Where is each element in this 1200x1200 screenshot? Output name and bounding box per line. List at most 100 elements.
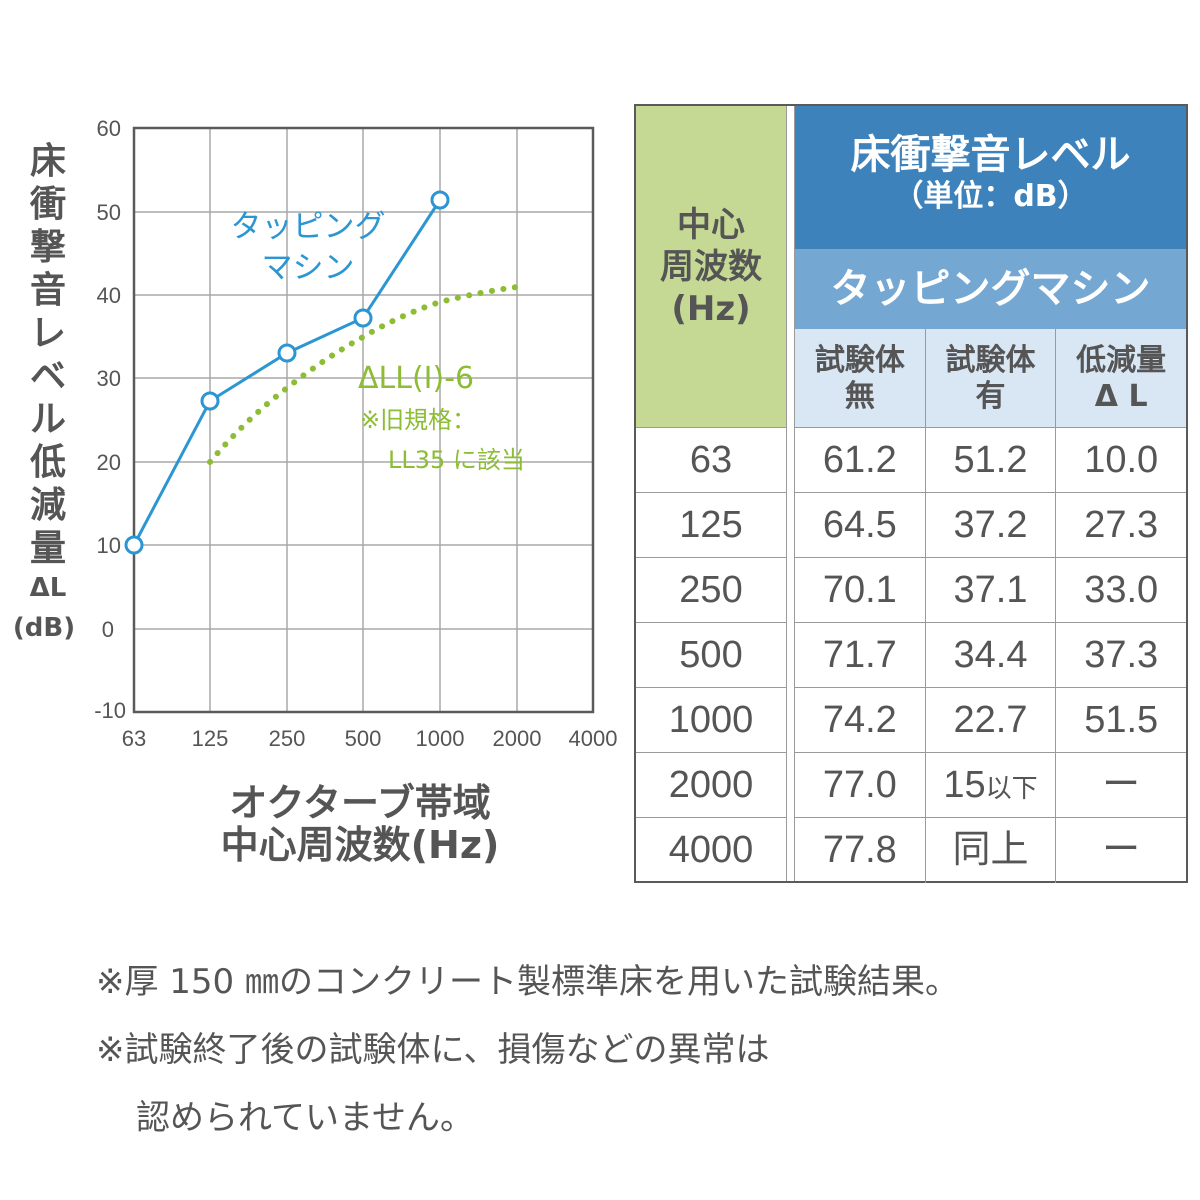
table-row: 64.5 37.2 27.3 (795, 493, 1186, 558)
table-row: 71.7 34.4 37.3 (795, 623, 1186, 688)
series2-note-line2: LL35 に該当 (388, 446, 525, 474)
svg-text:250: 250 (269, 726, 306, 751)
y-axis-label-char: 衝 (29, 184, 66, 225)
svg-text:10: 10 (97, 533, 121, 558)
x-axis-label-line1: オクターブ帯域 (229, 781, 491, 825)
column-header-line1: 試験体 (945, 343, 1036, 378)
source-header: タッピングマシン (795, 249, 1186, 329)
frequency-header-line3: (Hz) (671, 288, 751, 329)
series1-label-line2: マシン (262, 250, 355, 286)
table-unit: （単位：dB） (893, 179, 1088, 214)
cell-delta: ー (1102, 829, 1141, 871)
column-header-line1: 低減量 (1076, 343, 1167, 378)
cell-delta: 37.3 (1084, 634, 1159, 676)
cell-with: 51.2 (926, 428, 1057, 492)
table-row: 74.2 22.7 51.5 (795, 688, 1186, 753)
frequency-column: 中心 周波数 (Hz) 63 125 250 500 1000 2000 400… (636, 106, 786, 881)
y-axis-label-char: レ (29, 313, 66, 354)
cell-delta: 10.0 (1084, 439, 1159, 481)
cell-with: 37.1 (926, 558, 1057, 622)
svg-text:0: 0 (102, 617, 114, 642)
x-axis-label: オクターブ帯域 中心周波数(Hz) (150, 782, 570, 866)
cell-with: 15以下 (926, 753, 1057, 817)
svg-text:63: 63 (122, 726, 146, 751)
frequency-cell: 500 (636, 623, 786, 688)
cell-without: 71.7 (795, 623, 926, 687)
cell-without: 61.2 (795, 428, 926, 492)
svg-text:60: 60 (97, 116, 121, 141)
series2-note-line1: ※旧規格： (360, 406, 476, 434)
y-axis-label-char: 量 (29, 528, 66, 569)
dll-6-reference-line (207, 284, 520, 465)
svg-text:30: 30 (97, 366, 121, 391)
svg-text:1000: 1000 (416, 726, 465, 751)
footnote-1: ※厚 150 ㎜のコンクリート製標準床を用いた試験結果。 (96, 962, 959, 1002)
column-header-line2: 有 (975, 379, 1006, 414)
column-separator (786, 106, 795, 881)
svg-text:4000: 4000 (569, 726, 618, 751)
x-tick-labels: 63 125 250 500 1000 2000 4000 (122, 726, 618, 751)
svg-text:40: 40 (97, 283, 121, 308)
frequency-cell: 1000 (636, 688, 786, 753)
frequency-header-line1: 中心 (677, 204, 745, 245)
svg-text:125: 125 (192, 726, 229, 751)
table-row: 61.2 51.2 10.0 (795, 428, 1186, 493)
y-axis-label-char: 減 (29, 485, 66, 526)
footnotes: ※厚 150 ㎜のコンクリート製標準床を用いた試験結果。 ※試験終了後の試験体に… (96, 948, 959, 1152)
cell-without: 77.8 (795, 818, 926, 883)
line-chart: 60 50 40 30 20 10 0 -10 63 125 250 500 1… (94, 116, 618, 751)
data-table: 中心 周波数 (Hz) 63 125 250 500 1000 2000 400… (634, 104, 1188, 883)
cell-without: 64.5 (795, 493, 926, 557)
plot-frame (132, 126, 595, 714)
cell-with: 22.7 (926, 688, 1057, 752)
y-tick-labels: 60 50 40 30 20 10 0 -10 (94, 116, 126, 723)
column-header-line2: 無 (844, 379, 875, 414)
cell-with: 37.2 (926, 493, 1057, 557)
y-axis-label: 床 衝 撃 音 レ ベ ル 低 減 量 ΔL (dB) (13, 140, 78, 650)
frequency-header: 中心 周波数 (Hz) (636, 106, 786, 428)
cell-with-number: 15 (943, 764, 986, 806)
column-headers: 試験体 無 試験体 有 低減量 Δ L (795, 329, 1186, 428)
cell-delta: 33.0 (1084, 569, 1159, 611)
column-header-line2: Δ L (1094, 379, 1148, 414)
y-axis-label-char: 低 (29, 442, 66, 483)
cell-with: 34.4 (926, 623, 1057, 687)
cell-delta: 27.3 (1084, 504, 1159, 546)
frequency-cell: 125 (636, 493, 786, 558)
y-axis-label-char: 音 (29, 270, 66, 311)
table-row: 70.1 37.1 33.0 (795, 558, 1186, 623)
cell-without: 70.1 (795, 558, 926, 622)
x-axis-label-line2: 中心周波数(Hz) (220, 823, 500, 867)
frequency-cell: 2000 (636, 753, 786, 818)
cell-delta: ー (1102, 764, 1141, 806)
column-header-delta: 低減量 Δ L (1056, 329, 1186, 427)
series2-label: ΔLL(Ⅰ)-6 (358, 361, 474, 396)
table-row: 77.0 15以下 ー (795, 753, 1186, 818)
svg-text:500: 500 (345, 726, 382, 751)
cell-without: 77.0 (795, 753, 926, 817)
frequency-cell: 4000 (668, 829, 754, 871)
table-title: 床衝撃音レベル (850, 132, 1131, 178)
y-axis-label-unit: (dB) (12, 613, 76, 643)
cell-delta: 51.5 (1084, 699, 1159, 741)
cell-with: 同上 (926, 818, 1057, 883)
grid-lines (134, 128, 593, 712)
table-row: 77.8 同上 ー (795, 818, 1186, 883)
frequency-cell: 63 (636, 428, 786, 493)
y-axis-label-char: 床 (29, 141, 66, 182)
table-title-header: 床衝撃音レベル （単位：dB） (795, 106, 1186, 249)
series1-label-line1: タッピング (231, 209, 386, 245)
footnote-2-continued: 認められていません。 (136, 1098, 474, 1138)
y-axis-label-char: ル (29, 399, 66, 440)
cell-with-suffix: 以下 (985, 773, 1038, 803)
y-axis-label-delta: ΔL (29, 573, 67, 603)
column-header-with: 試験体 有 (926, 329, 1057, 427)
svg-text:50: 50 (97, 200, 121, 225)
svg-text:-10: -10 (94, 698, 126, 723)
tapping-machine-markers (124, 190, 450, 555)
y-axis-label-char: 撃 (29, 227, 66, 268)
footnote-2: ※試験終了後の試験体に、損傷などの異常は (96, 1030, 770, 1070)
frequency-cell: 250 (636, 558, 786, 623)
measurement-columns: 床衝撃音レベル （単位：dB） タッピングマシン 試験体 無 試験体 有 低減量… (795, 106, 1186, 883)
frequency-header-line2: 周波数 (660, 246, 762, 287)
